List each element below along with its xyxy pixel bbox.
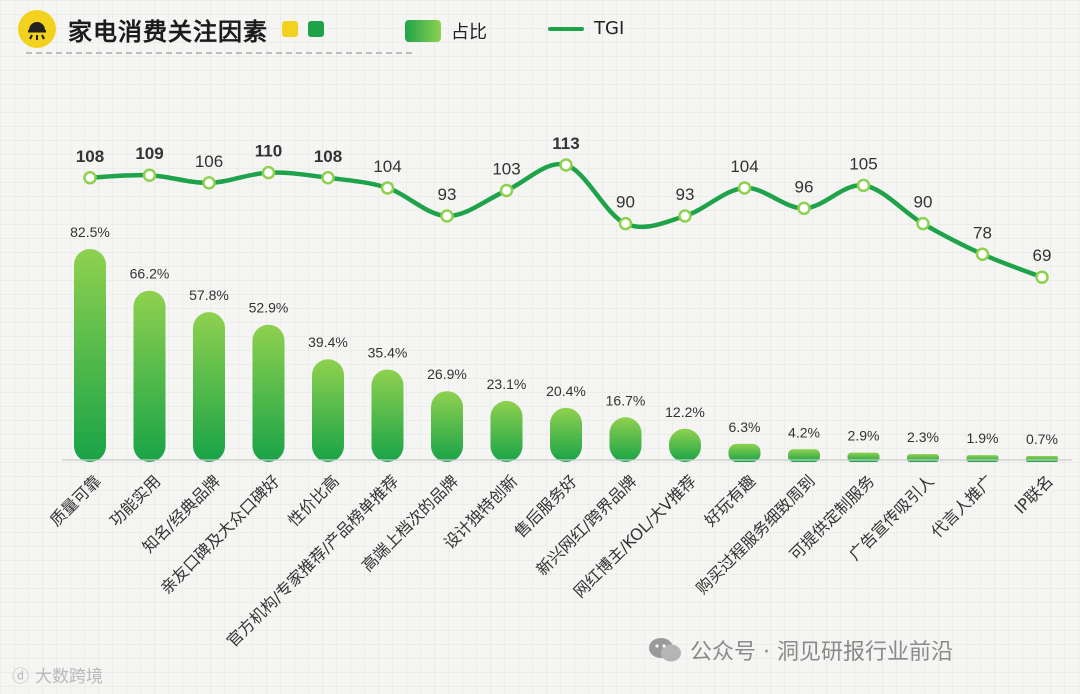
bar-10 (669, 428, 701, 462)
bar-value-label-0: 82.5% (70, 224, 110, 240)
tgi-point-15 (975, 247, 990, 261)
tgi-point-2 (202, 176, 216, 190)
tgi-point-4 (321, 171, 335, 185)
bar-16 (1026, 456, 1058, 462)
tgi-point-11 (737, 181, 752, 195)
x-tick-label-16: IP联名 (1011, 471, 1057, 517)
tgi-point-7 (499, 183, 514, 198)
tgi-value-label-3: 110 (255, 142, 282, 161)
chart-header: 家电消费关注因素 (18, 6, 324, 52)
x-tick-label-12: 购买过程服务细致周到 (692, 471, 819, 598)
bar-1 (133, 290, 166, 462)
tgi-value-label-16: 69 (1033, 246, 1052, 265)
bar-0 (74, 249, 106, 462)
bar-value-label-7: 23.1% (487, 376, 527, 392)
tgi-value-label-15: 78 (973, 223, 992, 242)
tgi-point-3 (261, 165, 276, 180)
tgi-line (89, 161, 1043, 280)
x-tick-label-11: 好玩有趣 (701, 471, 760, 530)
x-tick-label-1: 功能实用 (106, 471, 165, 530)
tgi-point-6 (440, 209, 454, 223)
tgi-value-label-7: 103 (492, 160, 520, 179)
bar-value-label-14: 2.3% (907, 429, 939, 445)
watermark-right-text: 公众号 · 洞见研报行业前沿 (690, 640, 953, 665)
x-tick-label-0: 质量可靠 (46, 471, 105, 530)
tgi-value-label-5: 104 (373, 157, 401, 176)
title-divider (26, 52, 412, 54)
line-legend-swatch (548, 26, 584, 31)
tgi-point-5 (380, 181, 395, 195)
x-tick-label-15: 代言人推广 (927, 471, 997, 541)
tgi-value-label-9: 90 (616, 193, 635, 212)
tgi-value-label-13: 105 (849, 154, 877, 173)
tgi-value-label-6: 93 (438, 185, 457, 204)
bar-value-label-3: 52.9% (249, 300, 289, 316)
bar-7 (490, 400, 523, 462)
tgi-point-14 (916, 216, 930, 231)
bar-5 (371, 369, 404, 462)
tgi-point-13 (856, 178, 871, 193)
bar-15 (966, 455, 999, 462)
tgi-value-label-1: 109 (135, 144, 163, 163)
tgi-value-label-2: 106 (195, 152, 223, 171)
bar-value-label-10: 12.2% (665, 404, 705, 420)
wechat-icon (649, 638, 681, 662)
bar-value-label-15: 1.9% (967, 430, 999, 446)
bar-value-label-16: 0.7% (1026, 431, 1058, 447)
bar-legend-swatch (405, 20, 441, 42)
tgi-point-10 (678, 209, 692, 223)
watermark-left: ⓓ 大数跨境 (12, 662, 103, 687)
bar-4 (312, 359, 344, 462)
bar-14 (907, 454, 939, 462)
watermark-right: 公众号 · 洞见研报行业前沿 (648, 634, 953, 666)
bar-12 (788, 449, 820, 462)
tgi-point-12 (797, 201, 811, 216)
bar-value-label-5: 35.4% (368, 344, 408, 360)
legend-bar: 占比 (405, 18, 487, 44)
tgi-point-16 (1035, 270, 1049, 284)
x-tick-label-10: 网红博主/KOL/大V推荐 (570, 471, 700, 601)
bar-value-label-2: 57.8% (189, 287, 229, 303)
tgi-value-label-8: 113 (552, 134, 579, 153)
watermark-left-text: 大数跨境 (35, 667, 103, 687)
legend-line: TGI (548, 18, 624, 39)
bar-value-label-12: 4.2% (788, 424, 820, 440)
bar-11 (728, 443, 761, 462)
tgi-value-label-10: 93 (676, 185, 695, 204)
bar-3 (252, 324, 285, 462)
bar-value-label-1: 66.2% (130, 266, 170, 282)
page-title: 家电消费关注因素 (68, 17, 268, 46)
tgi-value-label-12: 96 (795, 177, 814, 196)
green-square-icon (308, 21, 324, 37)
x-tick-label-3: 亲友口碑及大众口碑好 (157, 471, 284, 598)
bar-value-label-6: 26.9% (427, 366, 467, 382)
watermark-logo-icon: ⓓ (12, 667, 29, 687)
tgi-point-9 (618, 216, 633, 231)
bar-value-label-8: 20.4% (546, 383, 586, 399)
bar-8 (550, 407, 582, 462)
line-legend-label: TGI (594, 18, 625, 39)
tgi-point-8 (559, 158, 573, 172)
tgi-value-label-4: 108 (314, 147, 342, 166)
bar-9 (609, 417, 642, 462)
tgi-value-label-0: 108 (76, 147, 104, 166)
bar-value-label-9: 16.7% (606, 392, 646, 408)
bar-2 (193, 312, 225, 462)
x-tick-label-4: 性价比高 (284, 471, 343, 530)
tgi-point-1 (142, 168, 157, 182)
x-tick-label-9: 新兴网红/跨界品牌 (533, 471, 641, 579)
bar-legend-label: 占比 (451, 22, 487, 43)
tgi-value-label-11: 104 (730, 157, 758, 176)
bar-6 (431, 391, 463, 462)
bar-value-label-4: 39.4% (308, 334, 348, 350)
tgi-value-label-14: 90 (914, 193, 933, 212)
bar-value-label-13: 2.9% (848, 428, 880, 444)
lightbulb-logo-icon (18, 10, 56, 48)
yellow-square-icon (282, 21, 298, 37)
bar-value-label-11: 6.3% (729, 419, 761, 435)
tgi-point-0 (83, 171, 97, 185)
